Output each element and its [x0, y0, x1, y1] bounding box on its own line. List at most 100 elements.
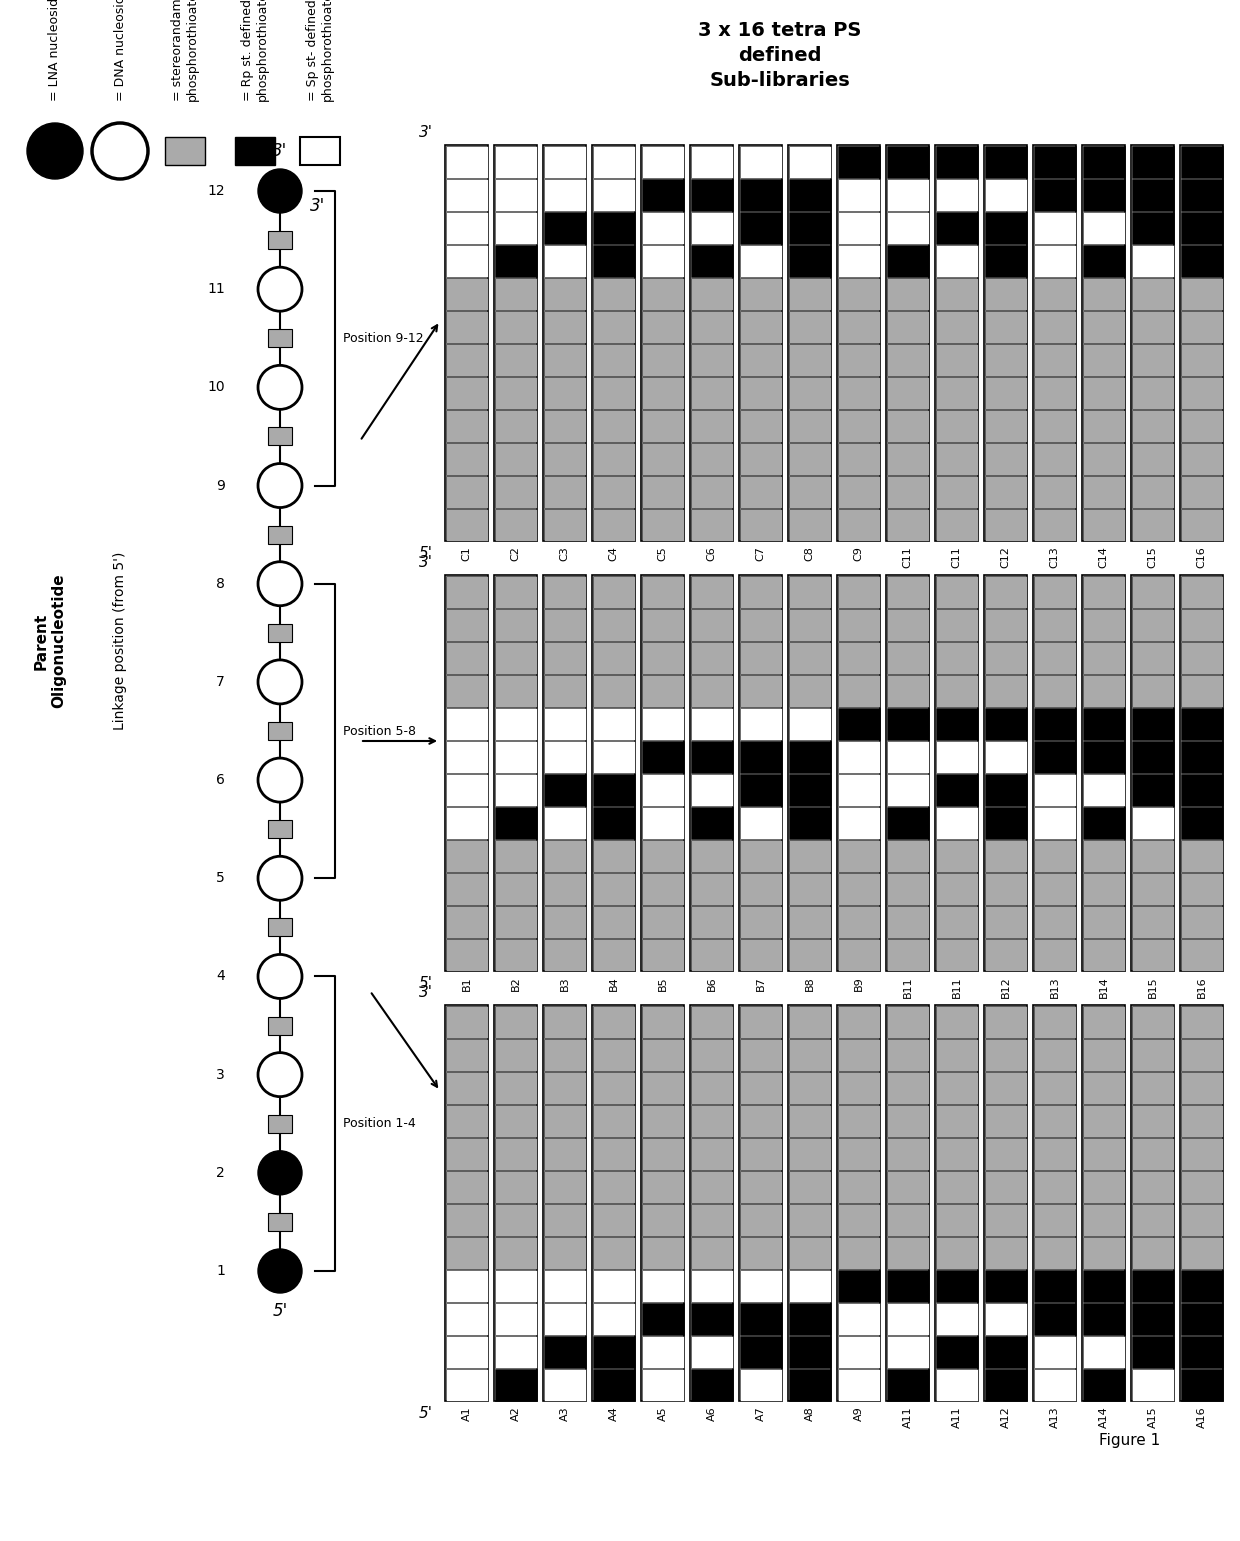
Bar [1033, 1171, 1075, 1202]
Bar [1131, 1039, 1173, 1071]
Bar [985, 1368, 1027, 1401]
Bar [985, 806, 1027, 838]
Bar [445, 774, 487, 806]
Text: Figure 1: Figure 1 [1100, 1433, 1161, 1449]
Bar [789, 872, 831, 905]
Bar [985, 1137, 1027, 1170]
Bar [1131, 277, 1173, 310]
Bar [887, 344, 929, 376]
Bar [593, 906, 635, 937]
Bar [739, 1105, 781, 1137]
Bar [1180, 476, 1223, 507]
Bar [1083, 575, 1125, 607]
Bar [1033, 145, 1076, 541]
Bar [268, 525, 291, 544]
Bar [787, 575, 831, 971]
Bar [1083, 938, 1125, 971]
Bar [543, 145, 585, 177]
Text: A6: A6 [707, 1405, 717, 1421]
Bar [985, 476, 1027, 507]
Bar [935, 1005, 978, 1401]
Bar [543, 211, 585, 243]
Bar [887, 872, 929, 905]
Bar [935, 575, 978, 971]
Bar [1033, 1302, 1075, 1335]
Bar [1083, 145, 1125, 177]
Text: A2: A2 [511, 1405, 521, 1421]
Bar [887, 277, 929, 310]
Bar [641, 575, 683, 607]
Bar [593, 410, 635, 442]
Bar [739, 376, 781, 408]
Bar [837, 1302, 879, 1335]
Bar [739, 707, 781, 740]
Bar [935, 840, 977, 872]
Bar [1180, 1336, 1223, 1367]
Bar [1033, 1204, 1075, 1236]
Bar [495, 840, 537, 872]
Text: 10: 10 [207, 381, 224, 394]
Bar [593, 675, 635, 706]
Bar [1083, 245, 1125, 276]
Bar [887, 1336, 929, 1367]
Bar [593, 1270, 635, 1302]
Bar [1180, 179, 1223, 211]
Bar [543, 641, 585, 673]
Bar [789, 641, 831, 673]
Bar [887, 410, 929, 442]
Bar [495, 774, 537, 806]
Bar [1131, 1171, 1173, 1202]
Bar [1083, 476, 1125, 507]
Bar [165, 137, 205, 165]
Bar [691, 641, 733, 673]
Bar [1033, 872, 1075, 905]
Bar [1083, 675, 1125, 706]
Bar [495, 675, 537, 706]
Bar [641, 1302, 683, 1335]
Bar [691, 509, 733, 541]
Bar [789, 741, 831, 772]
Text: C1: C1 [461, 546, 471, 561]
Bar [935, 806, 977, 838]
Bar [1083, 277, 1125, 310]
Bar [985, 1005, 1027, 1401]
Bar [1180, 609, 1223, 641]
Bar [543, 1137, 585, 1170]
Bar [739, 145, 781, 177]
Bar [591, 1005, 635, 1401]
Bar [789, 245, 831, 276]
Bar [1131, 145, 1174, 541]
Bar [543, 872, 585, 905]
Bar [1180, 310, 1223, 342]
Bar [1180, 442, 1223, 475]
Bar [495, 145, 537, 177]
Bar [985, 906, 1027, 937]
Bar [789, 1336, 831, 1367]
Bar [268, 427, 291, 445]
Bar [1033, 442, 1075, 475]
Bar [641, 1368, 683, 1401]
Bar [445, 211, 487, 243]
Bar [1131, 906, 1173, 937]
Bar [887, 840, 929, 872]
Bar [495, 179, 537, 211]
Bar [1180, 1236, 1223, 1268]
Bar [445, 442, 487, 475]
Bar [641, 906, 683, 937]
Bar [1180, 1005, 1223, 1401]
Bar [268, 820, 291, 838]
Text: A8: A8 [805, 1405, 815, 1421]
Bar [641, 211, 683, 243]
Bar [1083, 1336, 1125, 1367]
Bar [1180, 277, 1223, 310]
Bar [837, 145, 879, 177]
Bar [641, 344, 683, 376]
Bar [739, 1270, 781, 1302]
Bar [691, 1336, 733, 1367]
Bar [445, 1236, 487, 1268]
Bar [1180, 1302, 1223, 1335]
Bar [887, 310, 929, 342]
Bar [837, 245, 879, 276]
Text: = LNA nucleoside: = LNA nucleoside [48, 0, 62, 102]
Bar [837, 938, 879, 971]
